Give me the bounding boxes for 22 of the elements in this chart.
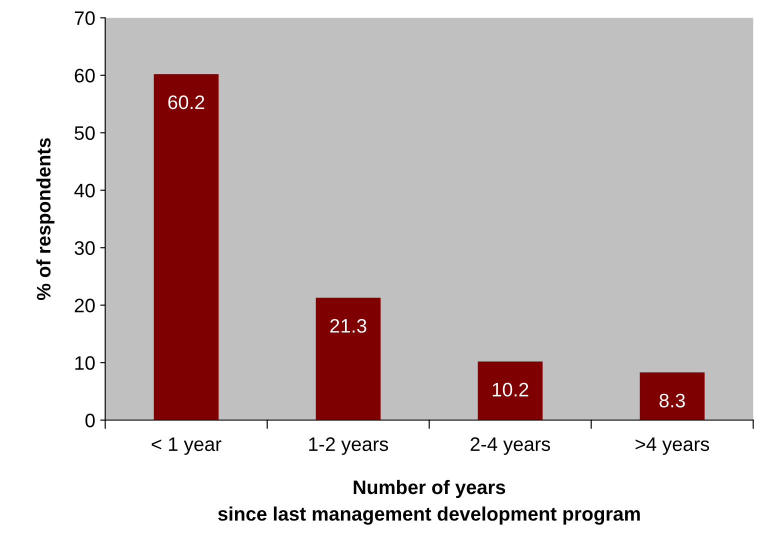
data-label: 10.2 — [492, 382, 528, 397]
y-tick-label: 40 — [74, 184, 95, 198]
y-axis-title: % of respondents — [36, 138, 54, 300]
x-tick-label: >4 years — [636, 438, 710, 455]
data-label: 21.3 — [330, 318, 366, 333]
data-label: 60.2 — [168, 95, 204, 110]
bar — [478, 362, 543, 420]
x-tick-label: < 1 year — [152, 438, 222, 455]
bar — [154, 74, 219, 420]
x-axis-title: Number of years since last management development program — [218, 480, 640, 525]
y-tick-label: 30 — [74, 241, 95, 255]
y-tick-label: 50 — [74, 126, 95, 140]
x-tick-label: 2-4 years — [470, 437, 550, 455]
y-tick-label: 0 — [85, 414, 95, 428]
bar — [316, 298, 381, 420]
x-tick-label: 1-2 years — [309, 437, 388, 455]
y-tick-label: 10 — [75, 356, 95, 370]
y-tick-label: 70 — [74, 11, 95, 26]
y-tick-label: 60 — [74, 68, 95, 83]
y-tick-label: 20 — [74, 298, 95, 312]
bar — [640, 372, 705, 420]
data-label: 8.3 — [660, 394, 685, 408]
